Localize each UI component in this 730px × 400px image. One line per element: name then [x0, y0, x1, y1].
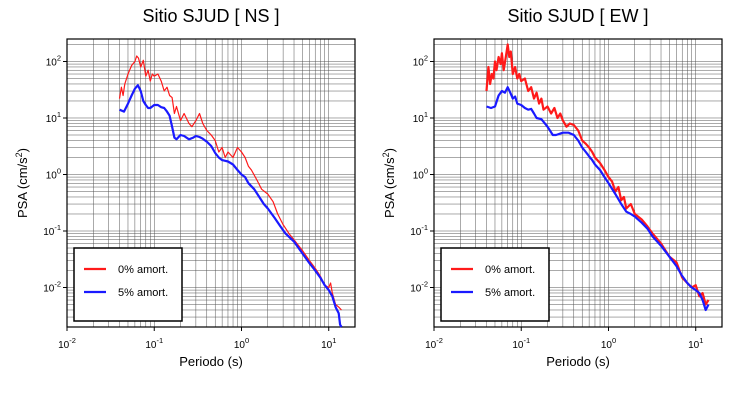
series-line-damped — [119, 84, 343, 328]
chart-panel-ns: 10-2 10-1 100 101 102 101 100 10-1 10-2 Sitio SJU… — [14, 6, 356, 369]
y-tick-label: 100 — [46, 166, 61, 181]
y-tick-label: 102 — [413, 53, 428, 68]
x-tick-label: 10-1 — [512, 336, 530, 351]
x-tick-label: 100 — [601, 336, 616, 351]
legend: 0% amort. 5% amort. — [440, 247, 550, 322]
chart-title: Sitio SJUD [ NS ] — [142, 6, 279, 26]
y-tick-label: 10-2 — [410, 280, 428, 295]
y-axis-label: PSA (cm/s2) — [381, 148, 397, 218]
x-tick-label: 10-2 — [58, 336, 76, 351]
plot-frame — [66, 38, 356, 328]
legend: 0% amort. 5% amort. — [73, 247, 183, 322]
series-line-undamped — [118, 55, 342, 311]
x-tick-label: 10-1 — [145, 336, 163, 351]
x-tick-label: 100 — [234, 336, 249, 351]
x-tick-label: 10-2 — [425, 336, 443, 351]
y-tick-label: 102 — [46, 53, 61, 68]
legend-box — [440, 247, 550, 322]
y-tick-label: 101 — [413, 110, 428, 125]
x-axis-label: Periodo (s) — [179, 354, 243, 369]
plot-frame — [433, 38, 723, 328]
legend-label-undamped: 0% amort. — [485, 264, 535, 276]
y-tick-label: 10-1 — [410, 223, 428, 238]
y-tick-label: 101 — [46, 110, 61, 125]
chart-panel-ew: 10-2 10-1 100 101 102 101 100 10-1 10-2 Sitio SJU… — [381, 6, 723, 369]
y-tick-label: 10-1 — [43, 223, 61, 238]
legend-box — [73, 247, 183, 322]
y-tick-label: 10-2 — [43, 280, 61, 295]
legend-label-undamped: 0% amort. — [118, 264, 168, 276]
y-tick-label: 100 — [413, 166, 428, 181]
x-tick-label: 101 — [688, 336, 703, 351]
series-line-damped — [486, 86, 710, 312]
x-tick-label: 101 — [321, 336, 336, 351]
x-axis-label: Periodo (s) — [546, 354, 610, 369]
y-axis-label: PSA (cm/s2) — [14, 148, 30, 218]
legend-label-damped: 5% amort. — [118, 287, 168, 299]
legend-label-damped: 5% amort. — [485, 287, 535, 299]
chart-title: Sitio SJUD [ EW ] — [507, 6, 648, 26]
series-line-undamped — [485, 43, 710, 306]
